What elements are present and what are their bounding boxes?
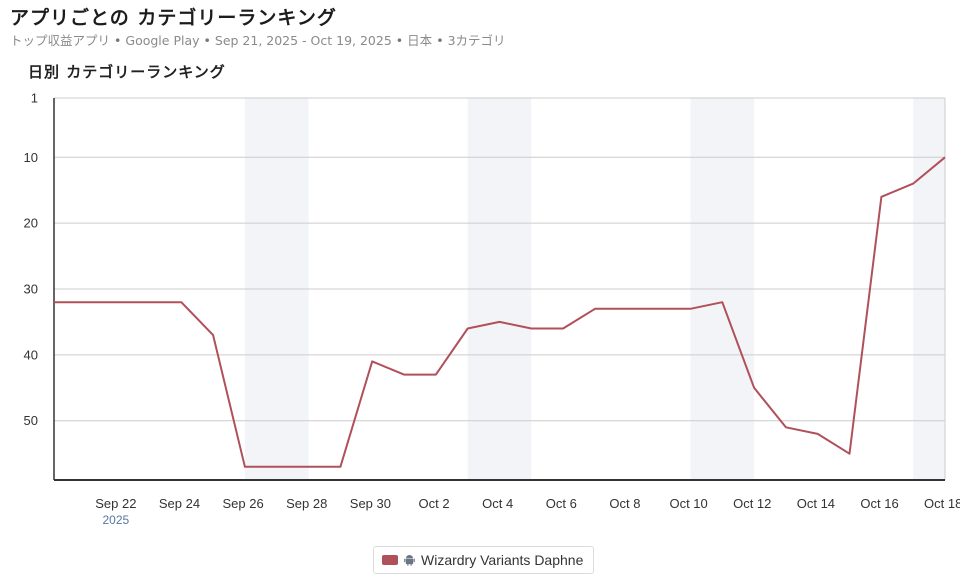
y-tick-label: 30: [24, 282, 38, 297]
y-tick-label: 20: [24, 216, 38, 231]
data-point: [497, 319, 503, 325]
data-point: [592, 306, 598, 312]
x-tick-label: Oct 16: [860, 496, 898, 511]
x-tick-label: Sep 24: [159, 496, 200, 511]
data-point: [560, 326, 566, 332]
subtitle-store: Google Play: [125, 33, 200, 48]
legend-item-series[interactable]: Wizardry Variants Daphne: [373, 546, 595, 574]
x-tick-label: Oct 18: [924, 496, 960, 511]
data-point: [942, 154, 948, 160]
data-point: [369, 358, 375, 364]
data-point: [146, 299, 152, 305]
data-point: [401, 372, 407, 378]
legend-swatch: [382, 555, 398, 565]
x-tick-label: Sep 30: [350, 496, 391, 511]
x-tick-label: Sep 22: [95, 496, 136, 511]
x-tick-label: Oct 6: [546, 496, 577, 511]
x-tick-label: Sep 28: [286, 496, 327, 511]
data-point: [687, 306, 693, 312]
data-point: [847, 451, 853, 457]
x-tick-label: Oct 14: [797, 496, 835, 511]
data-point: [783, 424, 789, 430]
x-year-label: 2025: [102, 513, 129, 527]
data-point: [815, 431, 821, 437]
legend-label: Wizardry Variants Daphne: [421, 552, 584, 568]
data-point: [178, 299, 184, 305]
data-point: [337, 464, 343, 470]
subtitle-ranking-type: トップ収益アプリ: [10, 33, 111, 48]
chart-title: 日別 カテゴリーランキング: [28, 63, 226, 81]
subtitle-country: 日本: [407, 33, 433, 48]
data-point: [83, 299, 89, 305]
android-icon: [404, 554, 415, 566]
y-tick-label: 50: [24, 413, 38, 428]
x-tick-label: Oct 10: [669, 496, 707, 511]
data-point: [528, 326, 534, 332]
data-point: [115, 299, 121, 305]
series-line: [54, 156, 946, 468]
data-point: [465, 326, 471, 332]
y-tick-label: 1: [31, 91, 38, 106]
data-point: [306, 464, 312, 470]
data-point: [51, 299, 57, 305]
data-point: [433, 372, 439, 378]
x-tick-label: Sep 26: [223, 496, 264, 511]
subtitle-date-range: Sep 21, 2025 - Oct 19, 2025: [214, 33, 392, 48]
data-point: [751, 385, 757, 391]
data-point: [242, 464, 248, 470]
data-point: [210, 332, 216, 338]
data-point: [656, 306, 662, 312]
y-tick-label: 10: [24, 150, 38, 165]
data-point: [719, 299, 725, 305]
data-point: [624, 306, 630, 312]
data-point: [274, 464, 280, 470]
x-tick-label: Oct 12: [733, 496, 771, 511]
page-subtitle: トップ収益アプリ • Google Play • Sep 21, 2025 - Oct …: [10, 33, 506, 48]
x-tick-label: Oct 4: [482, 496, 513, 511]
x-tick-label: Oct 2: [418, 496, 449, 511]
x-tick-label: Oct 8: [609, 496, 640, 511]
subtitle-category-count: 3カテゴリ: [447, 33, 506, 48]
data-point: [910, 181, 916, 187]
data-point: [878, 194, 884, 200]
y-tick-label: 40: [24, 347, 38, 362]
page-title: アプリごとの カテゴリーランキング: [10, 7, 337, 29]
